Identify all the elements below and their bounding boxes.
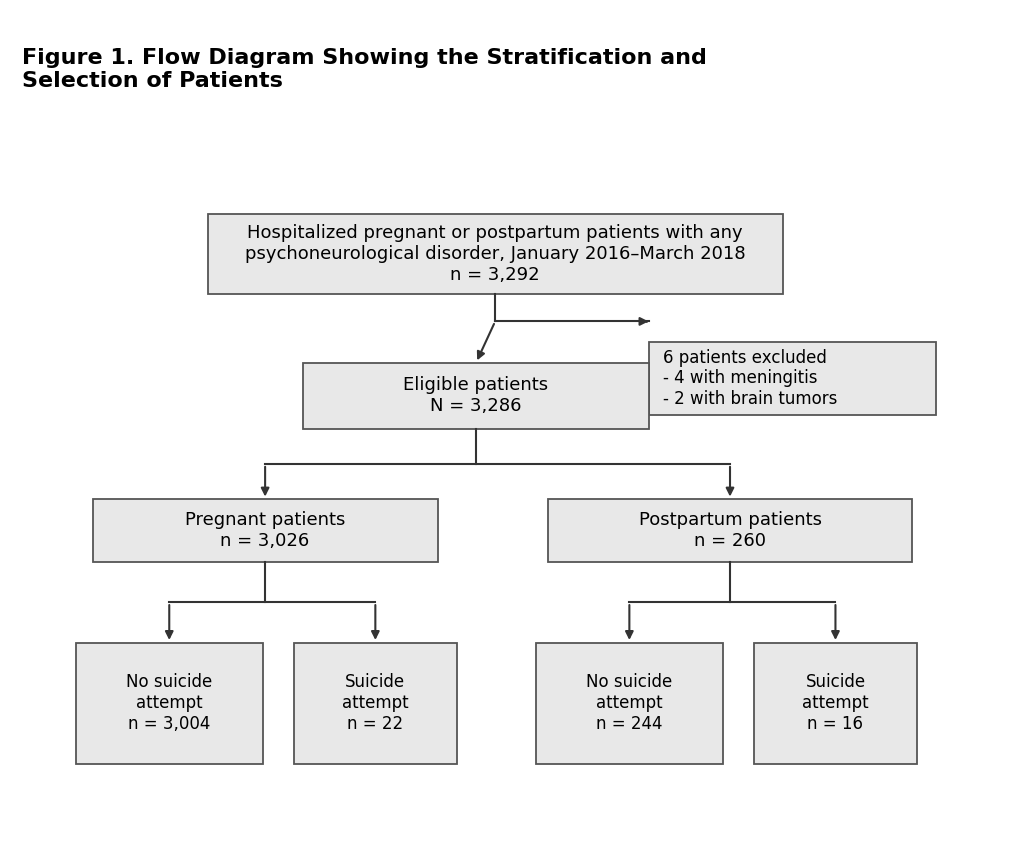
Text: Eligible patients
N = 3,286: Eligible patients N = 3,286 [404,377,549,415]
Text: Hospitalized pregnant or postpartum patients with any
psychoneurological disorde: Hospitalized pregnant or postpartum pati… [245,225,746,283]
Text: No suicide
attempt
n = 3,004: No suicide attempt n = 3,004 [126,674,212,733]
FancyBboxPatch shape [649,342,936,415]
Text: Figure 1. Flow Diagram Showing the Stratification and
Selection of Patients: Figure 1. Flow Diagram Showing the Strat… [22,48,707,91]
FancyBboxPatch shape [548,499,912,562]
Text: Suicide
attempt
n = 16: Suicide attempt n = 16 [802,674,869,733]
FancyBboxPatch shape [754,643,917,764]
Text: Pregnant patients
n = 3,026: Pregnant patients n = 3,026 [185,511,345,550]
Text: Postpartum patients
n = 260: Postpartum patients n = 260 [639,511,821,550]
FancyBboxPatch shape [294,643,457,764]
FancyBboxPatch shape [304,363,649,429]
FancyBboxPatch shape [208,214,783,294]
FancyBboxPatch shape [93,499,438,562]
FancyBboxPatch shape [536,643,722,764]
Text: Suicide
attempt
n = 22: Suicide attempt n = 22 [342,674,409,733]
Text: 6 patients excluded
- 4 with meningitis
- 2 with brain tumors: 6 patients excluded - 4 with meningitis … [663,349,837,408]
Text: No suicide
attempt
n = 244: No suicide attempt n = 244 [586,674,672,733]
FancyBboxPatch shape [76,643,262,764]
